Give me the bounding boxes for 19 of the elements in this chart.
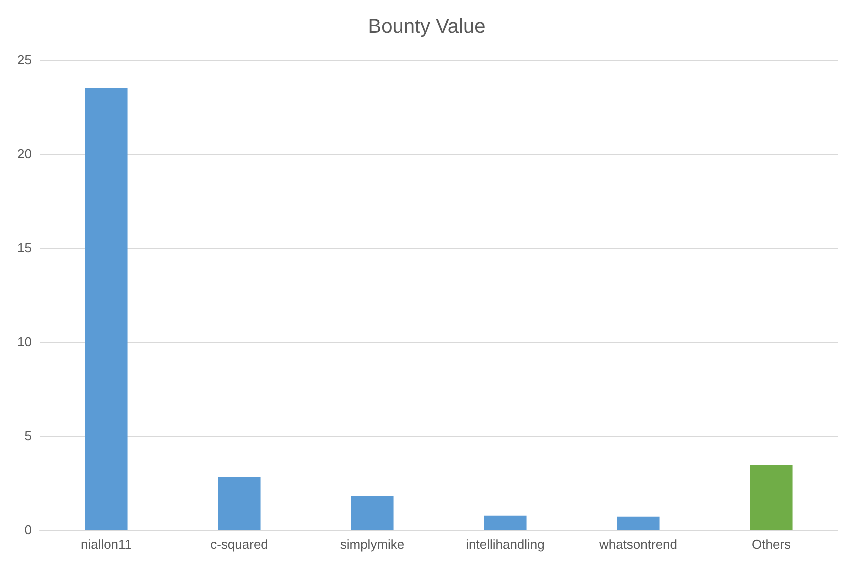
x-tick-label: Others bbox=[752, 537, 792, 552]
bar bbox=[351, 496, 394, 530]
x-tick-label: whatsontrend bbox=[598, 537, 678, 552]
x-tick-label: simplymike bbox=[340, 537, 405, 552]
y-tick-label: 5 bbox=[24, 428, 32, 444]
y-tick-label: 10 bbox=[18, 334, 32, 350]
x-tick-label: intellihandling bbox=[466, 537, 545, 552]
bar bbox=[85, 88, 128, 530]
bar bbox=[617, 516, 660, 530]
x-tick-label: niallon11 bbox=[80, 537, 132, 552]
y-tick-label: 15 bbox=[18, 240, 32, 256]
x-tick-label: c-squared bbox=[210, 537, 268, 552]
bar bbox=[484, 516, 527, 530]
bar bbox=[218, 477, 261, 530]
y-tick-label: 0 bbox=[24, 522, 32, 538]
y-tick-label: 25 bbox=[18, 52, 32, 68]
y-tick-label: 20 bbox=[18, 146, 32, 162]
chart-title: Bounty Value bbox=[368, 16, 486, 38]
bar bbox=[750, 465, 793, 530]
